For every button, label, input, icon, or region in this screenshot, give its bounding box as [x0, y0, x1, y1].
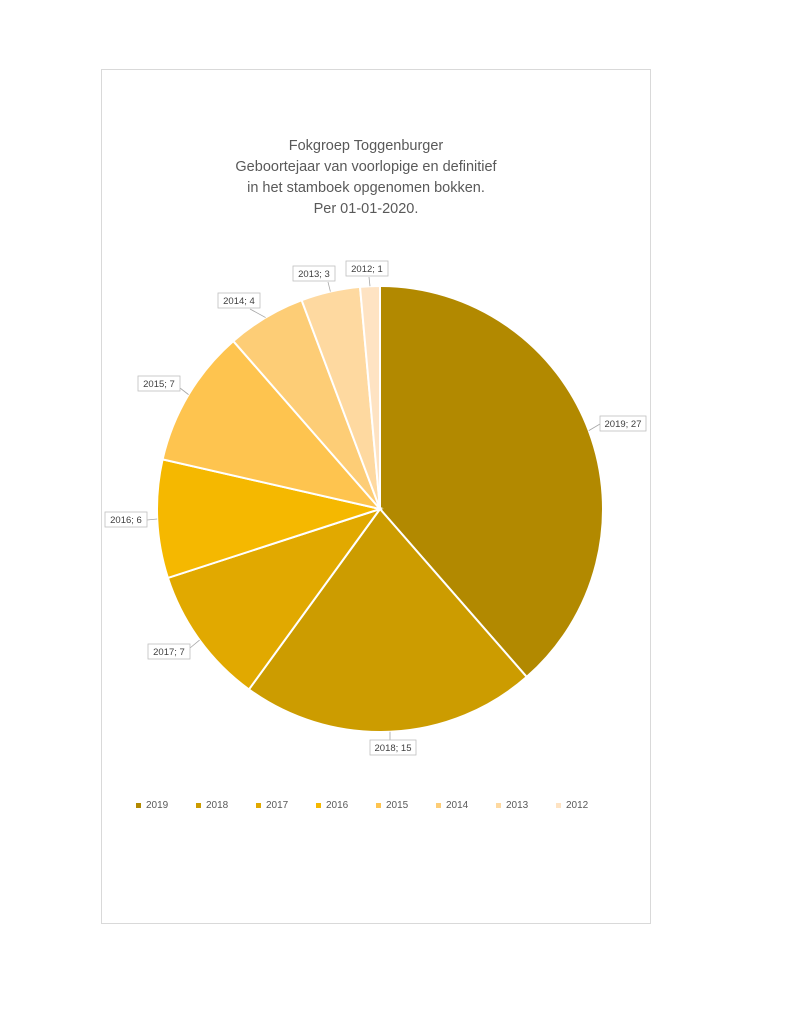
data-label-2017: 2017; 7	[153, 647, 185, 658]
data-label-2012: 2012; 1	[351, 264, 383, 275]
legend-swatch	[196, 803, 201, 808]
legend-swatch	[376, 803, 381, 808]
legend-swatch	[316, 803, 321, 808]
chart-title-line: Per 01-01-2020.	[313, 201, 419, 217]
pie-slice-2018	[247, 507, 529, 733]
data-label-box-2013	[292, 265, 336, 282]
legend-item-2017: 2017	[256, 800, 316, 811]
legend-swatch	[136, 803, 141, 808]
legend-swatch	[496, 803, 501, 808]
chart-legend: 2019 2018 2017 2016 2015 2014 2013 2012	[101, 800, 651, 811]
legend-label: 2017	[266, 800, 289, 811]
legend-swatch	[556, 803, 561, 808]
chart-title-line: Geboortejaar van voorlopige en definitie…	[235, 159, 497, 175]
data-label-box-2012	[345, 260, 389, 277]
legend-item-2013: 2013	[496, 800, 556, 811]
data-label-2014: 2014; 4	[223, 296, 255, 307]
leader-line-2017	[189, 639, 200, 649]
chart-title-line: in het stamboek opgenomen bokken.	[247, 180, 485, 196]
legend-label: 2016	[326, 800, 349, 811]
legend-label: 2013	[506, 800, 529, 811]
pie-slice-2015	[161, 339, 383, 511]
legend-label: 2014	[446, 800, 469, 811]
legend-label: 2018	[206, 800, 229, 811]
leader-line-2016	[146, 518, 158, 521]
chart-title: Fokgroep Toggenburger Geboortejaar van v…	[101, 136, 631, 220]
data-label-box-2016	[104, 511, 148, 528]
legend-label: 2019	[146, 800, 169, 811]
legend-item-2016: 2016	[316, 800, 376, 811]
pie-slice-2019	[379, 284, 604, 679]
chart-title-line: Fokgroep Toggenburger	[288, 138, 444, 154]
data-label-2016: 2016; 6	[110, 515, 142, 526]
data-label-2019: 2019; 27	[605, 419, 642, 430]
leader-line-2015	[179, 387, 189, 395]
legend-item-2018: 2018	[196, 800, 256, 811]
data-label-2013: 2013; 3	[298, 269, 330, 280]
data-label-2018: 2018; 15	[375, 743, 412, 754]
leader-line-2012	[368, 276, 371, 287]
legend-swatch	[436, 803, 441, 808]
leader-line-2014	[249, 308, 266, 318]
data-label-box-2014	[217, 292, 261, 309]
data-label-box-2017	[147, 643, 191, 660]
legend-item-2014: 2014	[436, 800, 496, 811]
legend-label: 2012	[566, 800, 589, 811]
leader-line-2019	[588, 423, 601, 431]
pie-slice-2012	[358, 284, 381, 510]
legend-item-2019: 2019	[136, 800, 196, 811]
data-label-2015: 2015; 7	[143, 379, 175, 390]
data-label-box-2018	[369, 739, 417, 756]
data-label-box-2019	[599, 415, 647, 432]
legend-swatch	[256, 803, 261, 808]
data-label-box-2015	[137, 375, 181, 392]
leader-line-2013	[327, 281, 331, 292]
legend-item-2012: 2012	[556, 800, 616, 811]
legend-label: 2015	[386, 800, 409, 811]
legend-item-2015: 2015	[376, 800, 436, 811]
